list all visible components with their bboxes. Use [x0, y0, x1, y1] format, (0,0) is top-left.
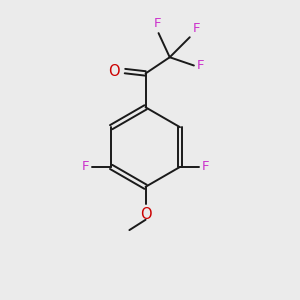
Text: F: F [153, 17, 161, 30]
Text: O: O [108, 64, 120, 79]
Text: F: F [82, 160, 89, 173]
Text: F: F [202, 160, 210, 173]
Text: F: F [197, 59, 204, 72]
Text: F: F [193, 22, 200, 35]
Text: O: O [140, 207, 152, 222]
